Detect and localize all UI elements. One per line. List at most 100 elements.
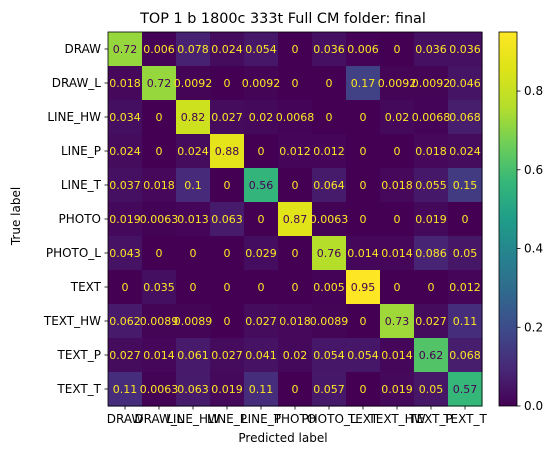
heatmap-cell — [448, 66, 483, 101]
heatmap-cell — [108, 134, 143, 169]
heatmap-cell — [278, 270, 313, 305]
cell-value-label: 0.018 — [279, 315, 311, 328]
heatmap-cell — [448, 270, 483, 305]
cell-value-label: 0.036 — [449, 43, 481, 56]
x-tick-label: PHOTO — [274, 412, 316, 426]
cell-value-label: 0.0092 — [174, 77, 213, 90]
heatmap-cell — [448, 32, 483, 67]
cell-value-label: 0.024 — [177, 145, 209, 158]
y-tick-label: DRAW_L — [52, 76, 102, 90]
heatmap-cell — [244, 100, 279, 135]
heatmap-cell — [176, 304, 211, 339]
heatmap-cell — [346, 372, 381, 407]
heatmap-cell — [108, 338, 143, 373]
cell-value-label: 0.0068 — [276, 111, 315, 124]
cell-value-label: 0.036 — [415, 43, 447, 56]
y-tick-label: TEXT — [70, 280, 102, 294]
y-tick-label: TEXT_HW — [43, 314, 101, 328]
cell-value-label: 0.17 — [351, 77, 376, 90]
cell-value-label: 0 — [224, 179, 231, 192]
cell-value-label: 0.012 — [449, 281, 481, 294]
cell-value-label: 0.019 — [211, 383, 243, 396]
heatmap-cell — [448, 100, 483, 135]
cell-value-label: 0.019 — [109, 213, 141, 226]
cell-value-label: 0.078 — [177, 43, 209, 56]
cell-value-label: 0.11 — [453, 315, 478, 328]
heatmap-cell — [346, 134, 381, 169]
heatmap-cell — [142, 236, 177, 271]
heatmap-cell — [210, 372, 245, 407]
heatmap-cell — [380, 168, 415, 203]
cell-value-label: 0 — [292, 247, 299, 260]
cell-value-label: 0.0063 — [310, 213, 349, 226]
cell-value-label: 0 — [190, 247, 197, 260]
heatmap-cell — [448, 134, 483, 169]
cell-value-label: 0.062 — [109, 315, 141, 328]
heatmap-cell — [244, 168, 279, 203]
cell-value-label: 0.034 — [109, 111, 141, 124]
cell-value-label: 0.018 — [143, 179, 175, 192]
heatmap-cell — [380, 202, 415, 237]
heatmap-cell — [346, 32, 381, 67]
heatmap-cell — [346, 270, 381, 305]
heatmap-cell — [176, 66, 211, 101]
cell-value-label: 0.068 — [449, 111, 481, 124]
cell-value-label: 0.014 — [381, 247, 413, 260]
cell-value-label: 0.0089 — [140, 315, 179, 328]
heatmap-cell — [244, 304, 279, 339]
heatmap-cell — [108, 168, 143, 203]
cell-value-label: 0.057 — [313, 383, 345, 396]
cell-value-label: 0.063 — [177, 383, 209, 396]
cell-value-label: 0.82 — [181, 111, 206, 124]
heatmap-cell — [142, 66, 177, 101]
cell-value-label: 0.72 — [113, 43, 138, 56]
x-tick-label: LINE_T — [241, 412, 282, 426]
cell-value-label: 0.014 — [347, 247, 379, 260]
cell-value-label: 0.027 — [245, 315, 277, 328]
cell-value-label: 0.086 — [415, 247, 447, 260]
cell-value-label: 0 — [258, 281, 265, 294]
y-tick-label: LINE_T — [61, 178, 102, 192]
heatmap-cell — [380, 304, 415, 339]
cell-value-label: 0 — [190, 281, 197, 294]
cell-value-label: 0 — [292, 43, 299, 56]
heatmap-cell — [142, 32, 177, 67]
cell-value-label: 0.035 — [143, 281, 175, 294]
heatmap-cell — [380, 66, 415, 101]
cell-value-label: 0 — [394, 43, 401, 56]
cell-value-label: 0.006 — [143, 43, 175, 56]
cell-value-label: 0.95 — [351, 281, 376, 294]
heatmap-cell — [142, 372, 177, 407]
heatmap-cell — [108, 304, 143, 339]
x-tick-label: TEXT_P — [408, 412, 453, 426]
heatmap-cell — [278, 236, 313, 271]
heatmap-cell — [346, 100, 381, 135]
heatmap-cell — [210, 202, 245, 237]
heatmap-cell — [414, 236, 449, 271]
colorbar-tick-label: 0.8 — [524, 84, 543, 98]
heatmap-cell — [176, 168, 211, 203]
cell-value-label: 0.02 — [385, 111, 410, 124]
heatmap-cell — [414, 134, 449, 169]
cell-value-label: 0 — [122, 281, 129, 294]
cell-value-label: 0.024 — [449, 145, 481, 158]
heatmap-cell — [176, 236, 211, 271]
y-tick-label: LINE_P — [61, 144, 101, 158]
heatmap-cell — [346, 338, 381, 373]
cell-value-label: 0.76 — [317, 247, 342, 260]
cell-value-label: 0 — [156, 247, 163, 260]
cell-value-label: 0.006 — [347, 43, 379, 56]
cell-value-label: 0 — [360, 179, 367, 192]
y-tick-label: PHOTO — [59, 212, 101, 226]
heatmap-cell — [312, 202, 347, 237]
cell-value-label: 0.11 — [113, 383, 138, 396]
x-tick-label: TEXT — [347, 412, 379, 426]
heatmap-cell — [210, 66, 245, 101]
heatmap-cell — [244, 270, 279, 305]
heatmap-cell — [142, 134, 177, 169]
cell-value-label: 0.036 — [313, 43, 345, 56]
cell-value-label: 0.57 — [453, 383, 478, 396]
y-tick-label: DRAW — [64, 42, 101, 56]
heatmap-cell — [142, 270, 177, 305]
